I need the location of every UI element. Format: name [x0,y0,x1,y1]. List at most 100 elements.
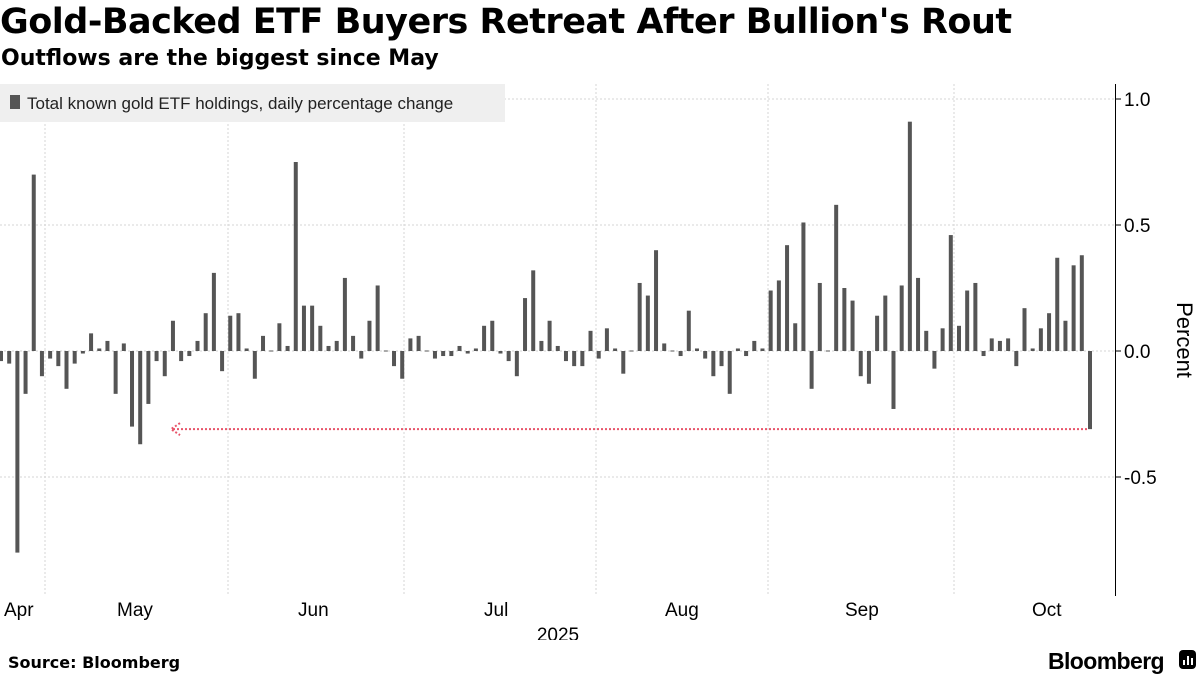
bar [703,351,708,359]
bar [334,340,339,351]
chart-canvas: Total known gold ETF holdings, daily per… [0,84,1197,640]
legend-label: Total known gold ETF holdings, daily per… [27,94,453,113]
x-month-label: Apr [4,600,34,621]
bar [252,351,257,379]
bar [400,351,405,379]
bar [694,348,699,351]
y-tick-label: -0.5 [1124,468,1157,489]
bar [809,351,814,389]
bar [457,345,462,351]
bars [0,121,1092,553]
bar [965,290,970,351]
bar [899,285,904,351]
bar [997,340,1002,351]
bar [621,351,626,374]
bloomberg-chart-icon [1179,650,1196,669]
bar [170,320,175,351]
bar [735,348,740,351]
bar [1079,255,1084,351]
bar [130,351,135,427]
bar [465,351,470,354]
bar [39,351,44,377]
bar [891,351,896,409]
bar [64,351,69,389]
x-labels: Apr May Jun Jul Aug Sep Oct [4,600,1062,621]
bar [654,250,659,351]
bar [408,338,413,351]
bar [1071,265,1076,351]
bar [441,351,446,357]
source-note: Source: Bloomberg [8,653,181,672]
bar [834,204,839,351]
bar [7,351,12,364]
bar [973,282,978,351]
bar [490,320,495,351]
bar [0,351,3,362]
bar [482,325,487,351]
y-axis-title: Percent [1172,302,1197,378]
bar [1030,348,1035,351]
bar [801,222,806,351]
bar [613,348,618,351]
bar [875,315,880,351]
bar [1063,320,1068,351]
bar [392,351,397,367]
bar [310,305,315,351]
bar [72,351,77,364]
bar [785,245,790,351]
bar [629,350,634,352]
y-ticks: 1.0 0.5 0.0 -0.5 [1115,90,1157,489]
bar [555,345,560,351]
bar [858,351,863,377]
bar [907,121,912,352]
bar [793,323,798,351]
bar [138,351,143,445]
bar [203,313,208,351]
bar [670,350,675,352]
bar [383,350,388,352]
bar [531,270,536,351]
bar [678,351,683,357]
bar [981,351,986,357]
bar [211,272,216,351]
bar [301,305,306,351]
bar [727,351,732,394]
bloomberg-logo: Bloomberg [1048,648,1165,674]
chart-subtitle: Outflows are the biggest since May [1,46,439,71]
bar [580,351,585,367]
bar [932,351,937,369]
legend-swatch [10,95,20,109]
bar [776,280,781,351]
bar [539,340,544,351]
bar [817,282,822,351]
bar [432,351,437,359]
bar [15,351,20,553]
bar [744,351,749,357]
bar [424,350,429,352]
bar [916,277,921,351]
bar [285,345,290,351]
bar [989,338,994,351]
bar [596,351,601,359]
bar [588,330,593,351]
bar [97,348,102,351]
bar [1038,328,1043,351]
bar [883,295,888,351]
bar [121,343,126,351]
bar [359,351,364,359]
bar [924,330,929,351]
x-month-label: Sep [845,600,879,621]
bar [162,351,167,377]
bar [228,315,233,351]
bar [1047,313,1052,351]
bar [293,162,298,351]
bar [342,277,347,351]
legend-box [0,84,505,122]
bar [850,300,855,351]
bar [711,351,716,377]
bar [1014,351,1019,367]
bar [236,313,241,351]
x-month-label: Aug [665,600,699,621]
bar [948,235,953,351]
bar [375,285,380,351]
